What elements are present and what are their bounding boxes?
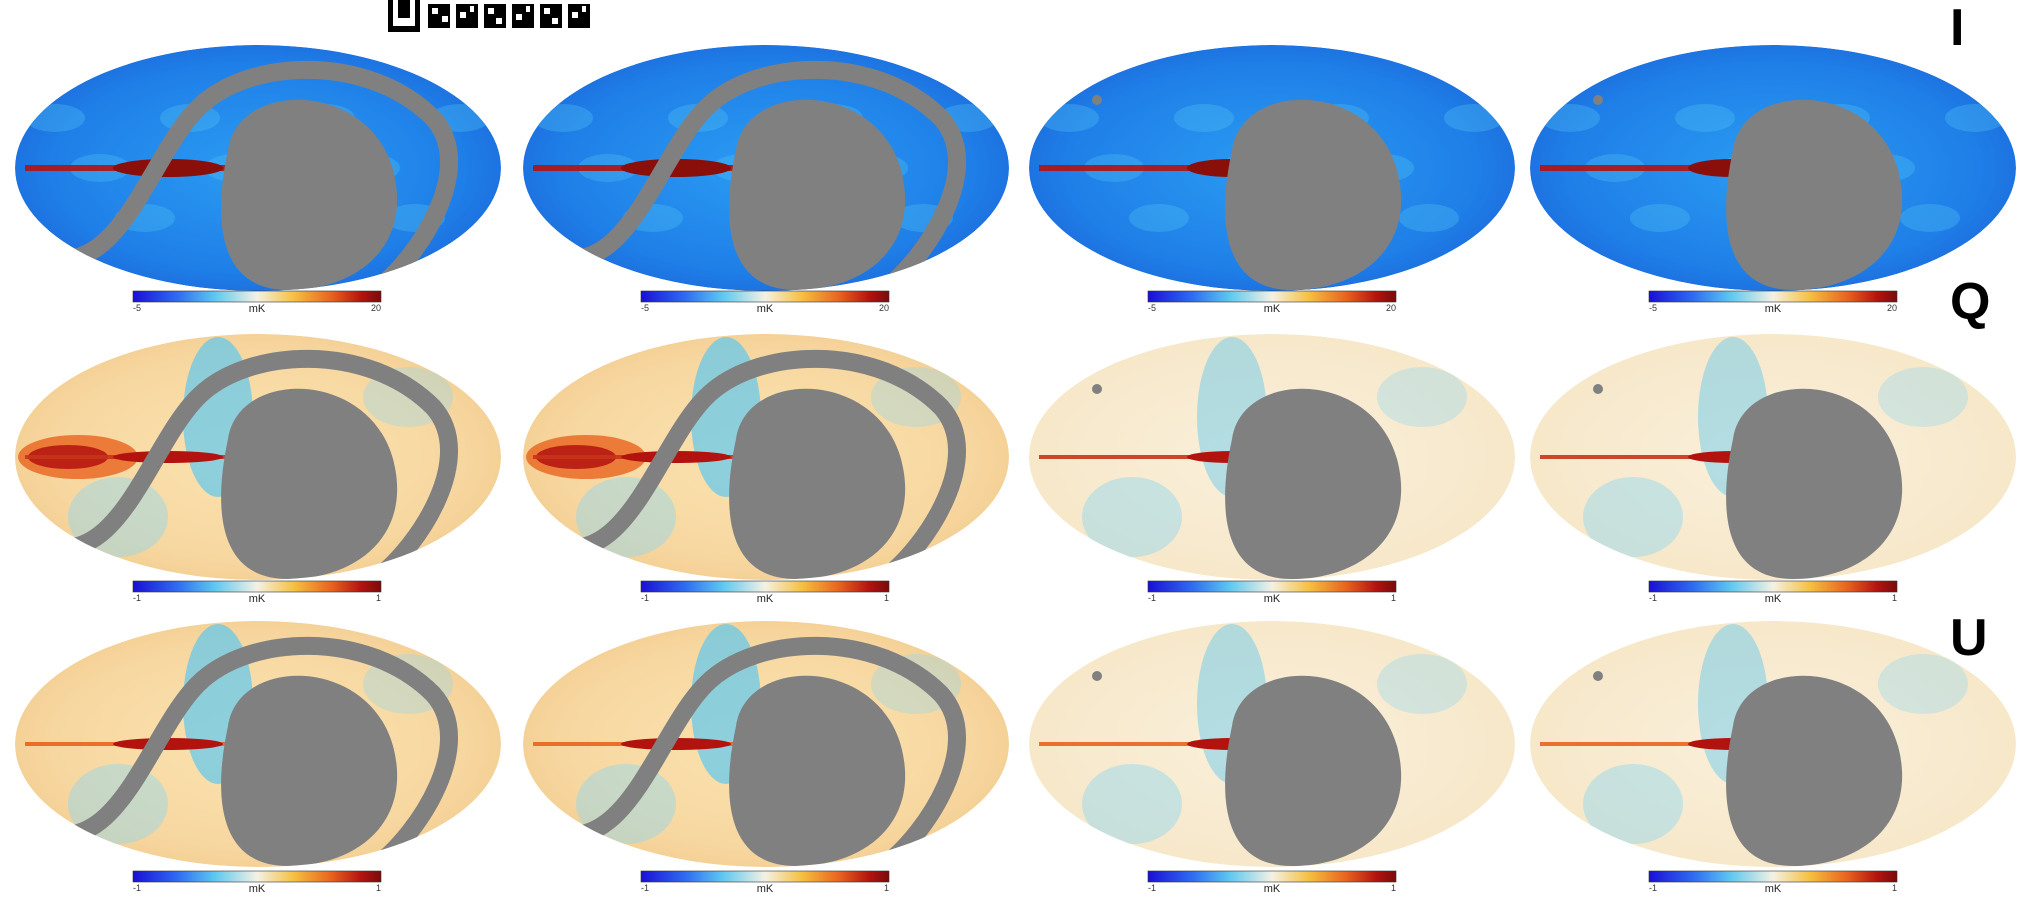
colorbar-unit-label: mK (1264, 303, 1281, 315)
colorbar-min-label: -1 (641, 593, 649, 603)
stokes-label-u: U (1950, 609, 1988, 667)
colorbar-u-1: -1 1 mK (132, 870, 382, 895)
colorbar-min-label: -5 (1649, 303, 1657, 313)
colorbar-min-label: -5 (641, 303, 649, 313)
sky-map-i-1 (15, 45, 501, 291)
colorbar-unit-label: mK (249, 593, 266, 605)
stokes-label-i: I (1950, 0, 1965, 57)
colorbar-q-3: -1 1 mK (1147, 580, 1397, 605)
colorbar-unit-label: mK (757, 593, 774, 605)
colorbar-max-label: 1 (1391, 593, 1396, 603)
stokes-label-q: Q (1950, 273, 1991, 331)
colorbar-unit-label: mK (1264, 883, 1281, 895)
colorbar-min-label: -1 (1148, 883, 1156, 893)
colorbar-max-label: 1 (1892, 593, 1897, 603)
qr-code-fragment (388, 0, 603, 32)
colorbar-min-label: -1 (1649, 883, 1657, 893)
sky-map-u-1 (15, 621, 501, 867)
colorbar-i-4: -5 20 mK (1648, 290, 1898, 315)
colorbar-unit-label: mK (757, 303, 774, 315)
colorbar-q-2: -1 1 mK (640, 580, 890, 605)
colorbar-max-label: 20 (1887, 303, 1897, 313)
colorbar-q-1: -1 1 mK (132, 580, 382, 605)
colorbar-max-label: 1 (884, 883, 889, 893)
colorbar-unit-label: mK (1765, 883, 1782, 895)
colorbar-unit-label: mK (249, 303, 266, 315)
colorbar-u-3: -1 1 mK (1147, 870, 1397, 895)
colorbar-max-label: 1 (376, 883, 381, 893)
colorbar-i-3: -5 20 mK (1147, 290, 1397, 315)
sky-map-q-2 (523, 334, 1009, 580)
colorbar-unit-label: mK (757, 883, 774, 895)
colorbar-min-label: -1 (1148, 593, 1156, 603)
sky-map-u-2 (523, 621, 1009, 867)
colorbar-u-4: -1 1 mK (1648, 870, 1898, 895)
colorbar-min-label: -5 (133, 303, 141, 313)
colorbar-min-label: -1 (641, 883, 649, 893)
sky-map-u-4 (1530, 621, 2016, 867)
colorbar-max-label: 1 (1391, 883, 1396, 893)
colorbar-max-label: 1 (1892, 883, 1897, 893)
colorbar-unit-label: mK (1264, 593, 1281, 605)
colorbar-max-label: 20 (1386, 303, 1396, 313)
sky-map-i-3 (1029, 45, 1515, 291)
colorbar-min-label: -5 (1148, 303, 1156, 313)
colorbar-max-label: 1 (376, 593, 381, 603)
sky-map-q-1 (15, 334, 501, 580)
colorbar-q-4: -1 1 mK (1648, 580, 1898, 605)
sky-map-i-2 (523, 45, 1009, 291)
colorbar-u-2: -1 1 mK (640, 870, 890, 895)
sky-map-q-4 (1530, 334, 2016, 580)
colorbar-unit-label: mK (1765, 303, 1782, 315)
sky-map-u-3 (1029, 621, 1515, 867)
colorbar-min-label: -1 (133, 593, 141, 603)
colorbar-max-label: 20 (371, 303, 381, 313)
sky-map-i-4 (1530, 45, 2016, 291)
colorbar-min-label: -1 (1649, 593, 1657, 603)
colorbar-min-label: -1 (133, 883, 141, 893)
colorbar-max-label: 1 (884, 593, 889, 603)
colorbar-max-label: 20 (879, 303, 889, 313)
colorbar-unit-label: mK (249, 883, 266, 895)
colorbar-unit-label: mK (1765, 593, 1782, 605)
colorbar-i-2: -5 20 mK (640, 290, 890, 315)
colorbar-i-1: -5 20 mK (132, 290, 382, 315)
sky-map-q-3 (1029, 334, 1515, 580)
